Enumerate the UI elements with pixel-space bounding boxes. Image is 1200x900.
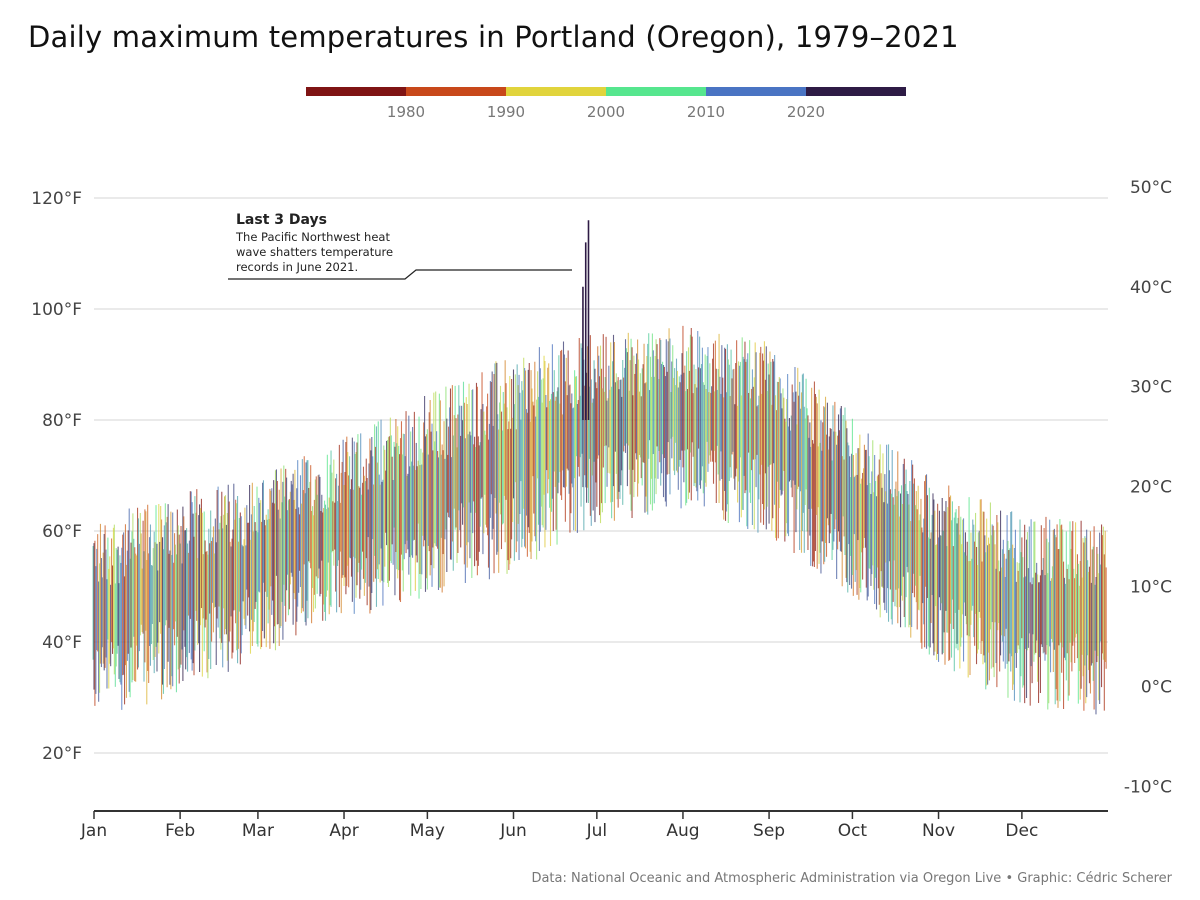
legend-label: 2020 — [787, 103, 825, 121]
x-tick-label: Feb — [165, 821, 195, 841]
x-tick-label: Jun — [499, 821, 527, 841]
annotation-line-1: The Pacific Northwest heat — [235, 230, 390, 244]
y-tick-label-left: 40°F — [42, 633, 82, 653]
legend-label: 1990 — [487, 103, 525, 121]
y-tick-label-right: 40°C — [1130, 278, 1172, 298]
legend-swatch — [306, 87, 406, 96]
x-tick-label: Jan — [80, 821, 107, 841]
x-tick-label: Dec — [1005, 821, 1038, 841]
y-tick-label-left: 80°F — [42, 411, 82, 431]
annotation-connector — [228, 269, 572, 280]
year-color-legend: 1980 1990 2000 2010 2020 — [306, 87, 906, 121]
legend-swatch — [706, 87, 806, 96]
legend-swatch — [506, 87, 606, 96]
y-tick-label-right: 0°C — [1141, 677, 1172, 697]
x-tick-label: Mar — [242, 821, 274, 841]
x-tick-label: Jul — [586, 821, 608, 841]
x-tick-label: Oct — [838, 821, 868, 841]
legend-swatch — [406, 87, 506, 96]
y-tick-label-left: 60°F — [42, 522, 82, 542]
x-tick-label: Nov — [922, 821, 955, 841]
annotation-line-3: records in June 2021. — [236, 260, 358, 274]
y-tick-label-right: 30°C — [1130, 378, 1172, 398]
y-tick-label-right: 20°C — [1130, 478, 1172, 498]
y-tick-label-right: 10°C — [1130, 578, 1172, 598]
x-tick-label: May — [410, 821, 445, 841]
y-tick-label-left: 100°F — [31, 300, 82, 320]
annotation-title: Last 3 Days — [236, 212, 327, 228]
legend-swatch — [806, 87, 906, 96]
x-tick-label: Aug — [666, 821, 699, 841]
x-tick-label: Apr — [329, 821, 358, 841]
legend-label: 2010 — [687, 103, 725, 121]
legend-label: 1980 — [387, 103, 425, 121]
legend-swatch — [606, 87, 706, 96]
y-tick-label-right: -10°C — [1124, 777, 1172, 797]
y-tick-label-right: 50°C — [1130, 178, 1172, 198]
heatwave-annotation: Last 3 Days The Pacific Northwest heat w… — [228, 212, 572, 280]
temperature-bars — [92, 220, 1107, 715]
y-tick-label-left: 20°F — [42, 744, 82, 764]
y-tick-label-left: 120°F — [31, 189, 82, 209]
chart-title: Daily maximum temperatures in Portland (… — [28, 20, 959, 54]
source-caption: Data: National Oceanic and Atmospheric A… — [531, 871, 1172, 886]
x-tick-label: Sep — [753, 821, 785, 841]
legend-label: 2000 — [587, 103, 625, 121]
annotation-line-2: wave shatters temperature — [236, 245, 393, 259]
axes: 20°F 40°F 60°F 80°F 100°F 120°F -10°C 0°C 10°C 20… — [31, 178, 1172, 841]
